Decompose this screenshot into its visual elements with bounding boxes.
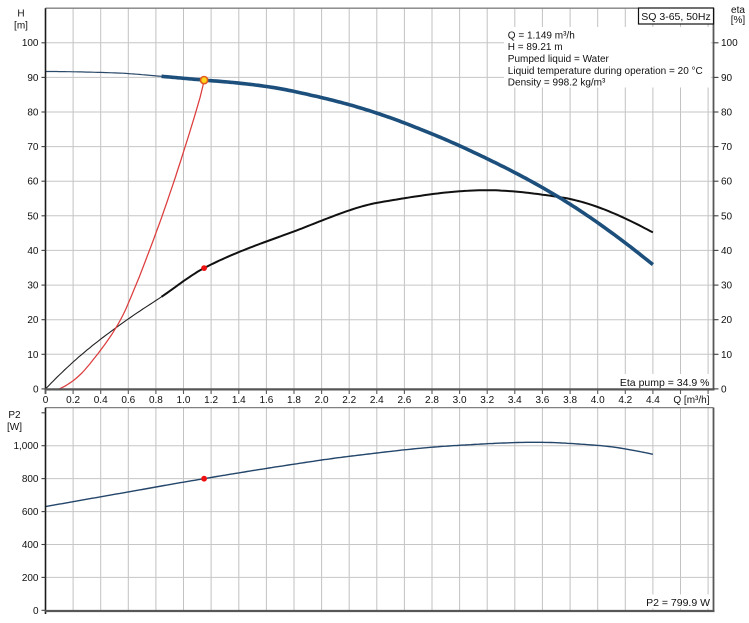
svg-text:100: 100 <box>721 38 738 49</box>
svg-text:10: 10 <box>721 350 733 361</box>
svg-text:70: 70 <box>27 142 39 153</box>
svg-text:100: 100 <box>22 38 39 49</box>
svg-text:2.4: 2.4 <box>370 395 384 406</box>
svg-text:0.2: 0.2 <box>66 395 80 406</box>
svg-text:3.4: 3.4 <box>508 395 522 406</box>
svg-text:0.8: 0.8 <box>149 395 163 406</box>
svg-text:4.4: 4.4 <box>646 395 660 406</box>
svg-text:50: 50 <box>27 211 39 222</box>
svg-text:1.6: 1.6 <box>259 395 273 406</box>
svg-text:400: 400 <box>22 540 39 551</box>
svg-text:[W]: [W] <box>7 422 22 433</box>
svg-text:Pumped liquid = Water: Pumped liquid = Water <box>508 54 610 65</box>
svg-text:P2 = 799.9 W: P2 = 799.9 W <box>646 597 710 609</box>
svg-text:2.2: 2.2 <box>342 395 356 406</box>
svg-text:20: 20 <box>27 315 39 326</box>
svg-text:Q [m³/h]: Q [m³/h] <box>673 395 709 406</box>
svg-text:20: 20 <box>721 315 733 326</box>
svg-text:1.2: 1.2 <box>204 395 218 406</box>
svg-text:600: 600 <box>22 507 39 518</box>
svg-text:2.0: 2.0 <box>315 395 329 406</box>
svg-text:1,000: 1,000 <box>13 441 38 452</box>
svg-text:SQ 3-65, 50Hz: SQ 3-65, 50Hz <box>641 11 710 23</box>
svg-text:40: 40 <box>27 246 39 257</box>
svg-text:90: 90 <box>27 73 39 84</box>
svg-text:10: 10 <box>27 350 39 361</box>
svg-text:1.8: 1.8 <box>287 395 301 406</box>
svg-text:Liquid temperature during oper: Liquid temperature during operation = 20… <box>508 66 703 77</box>
svg-text:0: 0 <box>33 606 39 617</box>
svg-text:H: H <box>17 9 24 20</box>
svg-text:1.4: 1.4 <box>232 395 246 406</box>
svg-text:30: 30 <box>721 281 733 292</box>
svg-text:4.0: 4.0 <box>591 395 605 406</box>
svg-text:3.0: 3.0 <box>453 395 467 406</box>
svg-text:0.6: 0.6 <box>121 395 135 406</box>
svg-text:2.6: 2.6 <box>397 395 411 406</box>
svg-text:70: 70 <box>721 142 733 153</box>
svg-text:4.2: 4.2 <box>618 395 632 406</box>
svg-text:Density = 998.2 kg/m³: Density = 998.2 kg/m³ <box>508 78 606 89</box>
svg-text:80: 80 <box>721 108 733 119</box>
svg-text:Q = 1.149 m³/h: Q = 1.149 m³/h <box>508 30 575 41</box>
svg-text:0: 0 <box>721 384 727 395</box>
svg-text:eta: eta <box>731 5 745 16</box>
svg-text:0: 0 <box>33 384 39 395</box>
svg-text:50: 50 <box>721 211 733 222</box>
svg-text:80: 80 <box>27 108 39 119</box>
svg-text:60: 60 <box>721 177 733 188</box>
svg-text:800: 800 <box>22 474 39 485</box>
svg-text:0: 0 <box>43 395 49 406</box>
svg-text:3.6: 3.6 <box>535 395 549 406</box>
svg-text:3.8: 3.8 <box>563 395 577 406</box>
svg-text:[m]: [m] <box>14 21 28 32</box>
svg-text:P2: P2 <box>8 410 21 421</box>
svg-text:[%]: [%] <box>731 15 746 26</box>
svg-text:90: 90 <box>721 73 733 84</box>
svg-text:1.0: 1.0 <box>177 395 191 406</box>
svg-text:2.8: 2.8 <box>425 395 439 406</box>
svg-text:0.4: 0.4 <box>94 395 108 406</box>
svg-text:H = 89.21 m: H = 89.21 m <box>508 42 563 53</box>
svg-text:60: 60 <box>27 177 39 188</box>
svg-text:3.2: 3.2 <box>480 395 494 406</box>
svg-text:Eta pump = 34.9 %: Eta pump = 34.9 % <box>620 377 710 389</box>
svg-text:40: 40 <box>721 246 733 257</box>
svg-text:30: 30 <box>27 281 39 292</box>
svg-text:200: 200 <box>22 573 39 584</box>
